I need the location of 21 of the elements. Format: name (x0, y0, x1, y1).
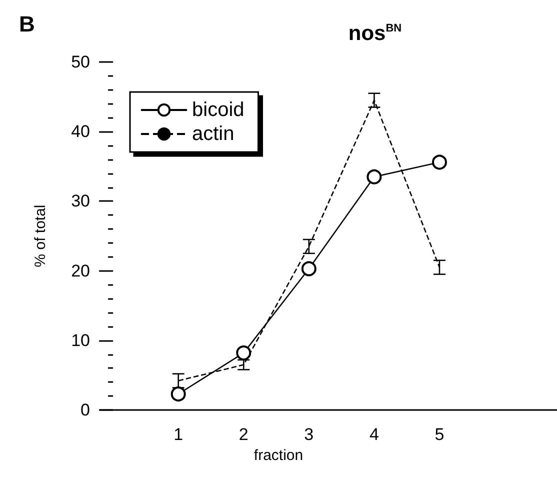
y-tick-label: 10 (71, 330, 90, 350)
x-axis-title: fraction (254, 446, 304, 464)
y-tick-label: 50 (71, 52, 90, 72)
legend-label: bicoid (192, 99, 244, 121)
x-tick-label: 4 (369, 425, 379, 444)
y-tick-label: 0 (80, 400, 90, 420)
point (301, 261, 316, 276)
legend-label: actin (192, 123, 234, 145)
point (366, 169, 382, 184)
y-axis-title: % of total (32, 204, 49, 268)
x-tick-label: 1 (174, 425, 184, 444)
x-tick-label: 2 (238, 425, 248, 444)
text: B (19, 12, 35, 36)
point (236, 345, 252, 360)
point (432, 154, 447, 170)
x-tick-label: 5 (434, 425, 444, 444)
y-tick-label: 40 (71, 122, 90, 142)
y-tick-label: 30 (71, 192, 90, 211)
point (170, 386, 186, 402)
x-tick-label: 3 (304, 425, 314, 444)
y-tick-label: 20 (71, 261, 90, 280)
